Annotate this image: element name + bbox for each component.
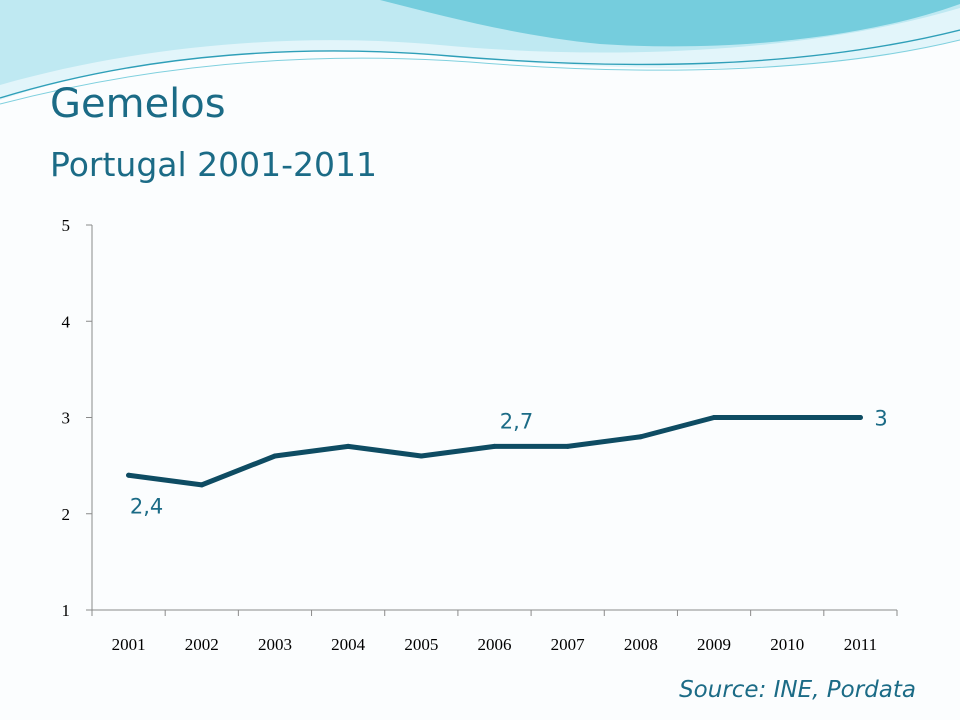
data-point [784, 415, 790, 420]
data-point [565, 443, 571, 449]
data-label: 3 [874, 407, 887, 431]
x-tick-label: 2007 [551, 635, 586, 654]
x-tick-label: 2010 [770, 635, 804, 654]
x-tick-label: 2011 [844, 635, 877, 654]
x-tick-label: 2001 [112, 635, 146, 654]
data-point [711, 415, 717, 420]
data-label: 2,7 [500, 409, 533, 433]
data-point [272, 453, 278, 459]
y-tick-label: 1 [62, 601, 71, 620]
x-tick-label: 2006 [478, 635, 512, 654]
line-chart: 1 2 3 4 5 2001 2002 2003 2004 2005 2006 2007 2008 200… [62, 216, 898, 654]
data-label: 2,4 [130, 494, 163, 518]
series-line [126, 415, 863, 488]
data-point [492, 443, 497, 449]
data-point [418, 453, 424, 459]
data-point [345, 443, 351, 449]
y-tick-label: 3 [62, 409, 71, 428]
x-tick-label: 2009 [697, 635, 731, 654]
x-tick-label: 2005 [404, 635, 438, 654]
data-point [199, 482, 205, 488]
page-subtitle: Portugal 2001-2011 [50, 145, 378, 184]
data-point [126, 472, 132, 478]
y-tick-label: 4 [62, 312, 71, 331]
header-wave-decoration [0, 0, 960, 105]
y-tick-label: 2 [62, 505, 71, 524]
source-note: Source: INE, Pordata [679, 677, 916, 703]
x-tick-label: 2008 [624, 635, 658, 654]
x-tick-label: 2004 [331, 635, 366, 654]
x-tick-label: 2003 [258, 635, 292, 654]
data-point [638, 434, 644, 440]
y-tick-label: 5 [62, 216, 71, 235]
data-point [857, 415, 863, 420]
x-tick-label: 2002 [185, 635, 219, 654]
page-title: Gemelos [50, 81, 226, 127]
